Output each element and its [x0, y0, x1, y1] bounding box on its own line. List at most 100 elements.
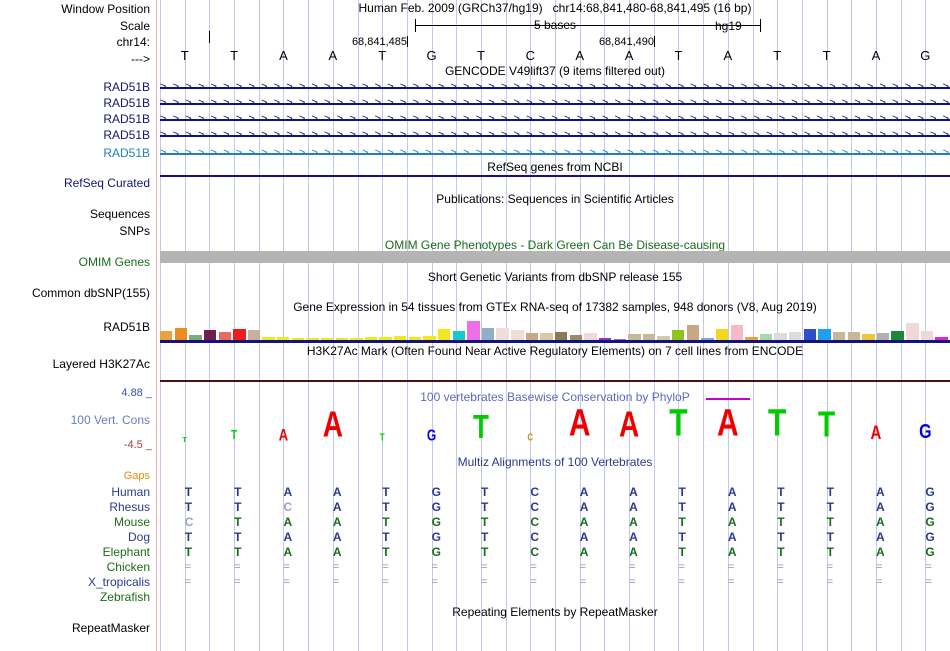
- grid-line: [234, 0, 235, 651]
- phylop-base-letter: C: [527, 431, 534, 443]
- gtex-tissue-bar[interactable]: [920, 331, 934, 342]
- gtex-tissue-bar[interactable]: [935, 337, 948, 342]
- gtex-tissue-bar[interactable]: [832, 332, 846, 342]
- gtex-tissue-bar[interactable]: [672, 330, 685, 342]
- label-layered-h3k27ac[interactable]: Layered H3K27Ac: [52, 357, 150, 371]
- gtex-tissue-bar[interactable]: [642, 334, 656, 342]
- gencode-transcript-row[interactable]: >>>>>>>>>>>>>>>>>>>>>>>>>>>>>>>>>>>>>>>>…: [160, 129, 950, 142]
- position-tick-mark: [209, 31, 210, 43]
- h3k27ac-title: H3K27Ac Mark (Often Found Near Active Re…: [306, 344, 804, 358]
- gtex-tissue-bar[interactable]: [364, 337, 378, 342]
- gtex-tissue-bar[interactable]: [394, 336, 407, 342]
- label-sequences[interactable]: Sequences: [89, 207, 150, 221]
- gtex-tissue-bar[interactable]: [189, 335, 202, 342]
- publications-title: Publications: Sequences in Scientific Ar…: [436, 192, 674, 206]
- phylop-base-letter: A: [870, 422, 882, 445]
- gtex-tissue-bar[interactable]: [818, 329, 831, 342]
- gtex-tissue-bar[interactable]: [730, 325, 743, 342]
- gtex-tissue-bar[interactable]: [452, 331, 465, 342]
- gtex-tissue-bar[interactable]: [584, 333, 597, 342]
- label-species-chicken[interactable]: Chicken: [106, 560, 150, 574]
- gtex-tissue-bar[interactable]: [628, 334, 641, 342]
- label-species-mouse[interactable]: Mouse: [113, 515, 150, 529]
- gtex-tissue-bar[interactable]: [481, 328, 495, 342]
- gtex-tissue-bar[interactable]: [496, 328, 509, 342]
- label-gencode-row-3[interactable]: RAD51B: [103, 112, 150, 126]
- gtex-tissue-bar[interactable]: [467, 321, 480, 342]
- strand-arrow-icon: >>>>>>>>>>>>>>>>>>>>>>>>>>>>>>>>>>>>>>>>…: [160, 129, 950, 141]
- gtex-tissue-bar[interactable]: [803, 329, 817, 342]
- label-repeatmasker[interactable]: RepeatMasker: [71, 621, 150, 635]
- omim-gene-bar[interactable]: [160, 251, 950, 263]
- label-species-x-tropicalis[interactable]: X_tropicalis: [87, 575, 150, 589]
- gtex-tissue-bar[interactable]: [379, 337, 392, 342]
- gencode-transcript-row[interactable]: >>>>>>>>>>>>>>>>>>>>>>>>>>>>>>>>>>>>>>>>…: [160, 81, 950, 94]
- label-gencode-row-1[interactable]: RAD51B: [103, 80, 150, 94]
- label-species-human[interactable]: Human: [111, 485, 150, 499]
- label-refseq-curated[interactable]: RefSeq Curated: [63, 176, 150, 190]
- gtex-tissue-bar[interactable]: [174, 328, 188, 342]
- refseq-gene-line[interactable]: [160, 175, 950, 177]
- gtex-tissue-bar[interactable]: [657, 336, 670, 342]
- gtex-tissue-bar[interactable]: [218, 332, 231, 342]
- label-species-elephant[interactable]: Elephant: [102, 545, 150, 559]
- gtex-tissue-bar[interactable]: [277, 337, 290, 342]
- gtex-tissue-bar[interactable]: [525, 333, 539, 342]
- multiz-species-row[interactable]: = = = = = = = = = = = = = = = =: [184, 561, 932, 573]
- sequence-base: T: [773, 48, 782, 63]
- gtex-tissue-bar[interactable]: [233, 329, 246, 342]
- gtex-tissue-bar[interactable]: [540, 333, 553, 342]
- label-100-vert-cons[interactable]: 100 Vert. Cons: [70, 413, 150, 427]
- gtex-tissue-bar[interactable]: [891, 331, 904, 342]
- gtex-tissue-bar[interactable]: [847, 332, 860, 342]
- gtex-tissue-bar[interactable]: [203, 330, 217, 342]
- label-species-rhesus[interactable]: Rhesus: [109, 500, 150, 514]
- gtex-tissue-bar[interactable]: [569, 335, 583, 342]
- gtex-tissue-bar[interactable]: [160, 331, 173, 342]
- label-species-dog[interactable]: Dog: [127, 530, 150, 544]
- conservation-title: 100 vertebrates Basewise Conservation by…: [420, 390, 690, 404]
- gtex-tissue-bar[interactable]: [774, 333, 787, 342]
- gtex-tissue-bar[interactable]: [408, 337, 422, 342]
- gtex-tissue-bar[interactable]: [906, 323, 919, 342]
- multiz-species-row[interactable]: = = = = = = = = = = = = = = = =: [184, 576, 932, 588]
- phylop-base-letter: T: [768, 402, 787, 445]
- gtex-tissue-bar[interactable]: [745, 337, 758, 342]
- gtex-tissue-bar[interactable]: [262, 337, 275, 342]
- h3k27ac-signal-line[interactable]: [160, 380, 950, 382]
- gencode-transcript-row[interactable]: >>>>>>>>>>>>>>>>>>>>>>>>>>>>>>>>>>>>>>>>…: [160, 147, 950, 160]
- gencode-title: GENCODE V49lift37 (9 items filtered out): [444, 64, 666, 78]
- multiz-species-row[interactable]: [160, 591, 950, 604]
- label-gencode-row-2[interactable]: RAD51B: [103, 96, 150, 110]
- label-gencode-row-5[interactable]: RAD51B: [103, 146, 150, 160]
- label-snps[interactable]: SNPs: [119, 224, 150, 238]
- gtex-tissue-bar[interactable]: [876, 333, 890, 342]
- label-omim-genes[interactable]: OMIM Genes: [78, 255, 150, 269]
- gtex-tissue-bar[interactable]: [555, 332, 568, 342]
- gtex-tissue-bar[interactable]: [715, 329, 729, 342]
- gtex-tissue-bar[interactable]: [437, 329, 451, 342]
- scale-bar-line: [415, 25, 760, 26]
- label-gtex-rad51b[interactable]: RAD51B: [103, 320, 150, 334]
- gtex-tissue-bar[interactable]: [423, 336, 436, 342]
- gtex-tissue-bar[interactable]: [686, 325, 700, 342]
- gtex-title: Gene Expression in 54 tissues from GTEx …: [293, 300, 817, 314]
- gencode-transcript-row[interactable]: >>>>>>>>>>>>>>>>>>>>>>>>>>>>>>>>>>>>>>>>…: [160, 97, 950, 110]
- label-species-zebrafish[interactable]: Zebrafish: [99, 590, 150, 604]
- gtex-tissue-bar[interactable]: [511, 330, 524, 342]
- track-label-column: Window Position Scale chr14: ---> RAD51B…: [0, 0, 155, 651]
- gtex-tissue-bar[interactable]: [789, 332, 802, 342]
- gtex-expression-bars[interactable]: [160, 316, 950, 342]
- gtex-tissue-bar[interactable]: [759, 334, 773, 342]
- gencode-transcript-row[interactable]: >>>>>>>>>>>>>>>>>>>>>>>>>>>>>>>>>>>>>>>>…: [160, 113, 950, 126]
- gtex-tissue-bar[interactable]: [247, 330, 261, 342]
- gtex-tissue-bar[interactable]: [862, 334, 875, 342]
- label-gencode-row-4[interactable]: RAD51B: [103, 128, 150, 142]
- label-common-dbsnp[interactable]: Common dbSNP(155): [31, 286, 150, 300]
